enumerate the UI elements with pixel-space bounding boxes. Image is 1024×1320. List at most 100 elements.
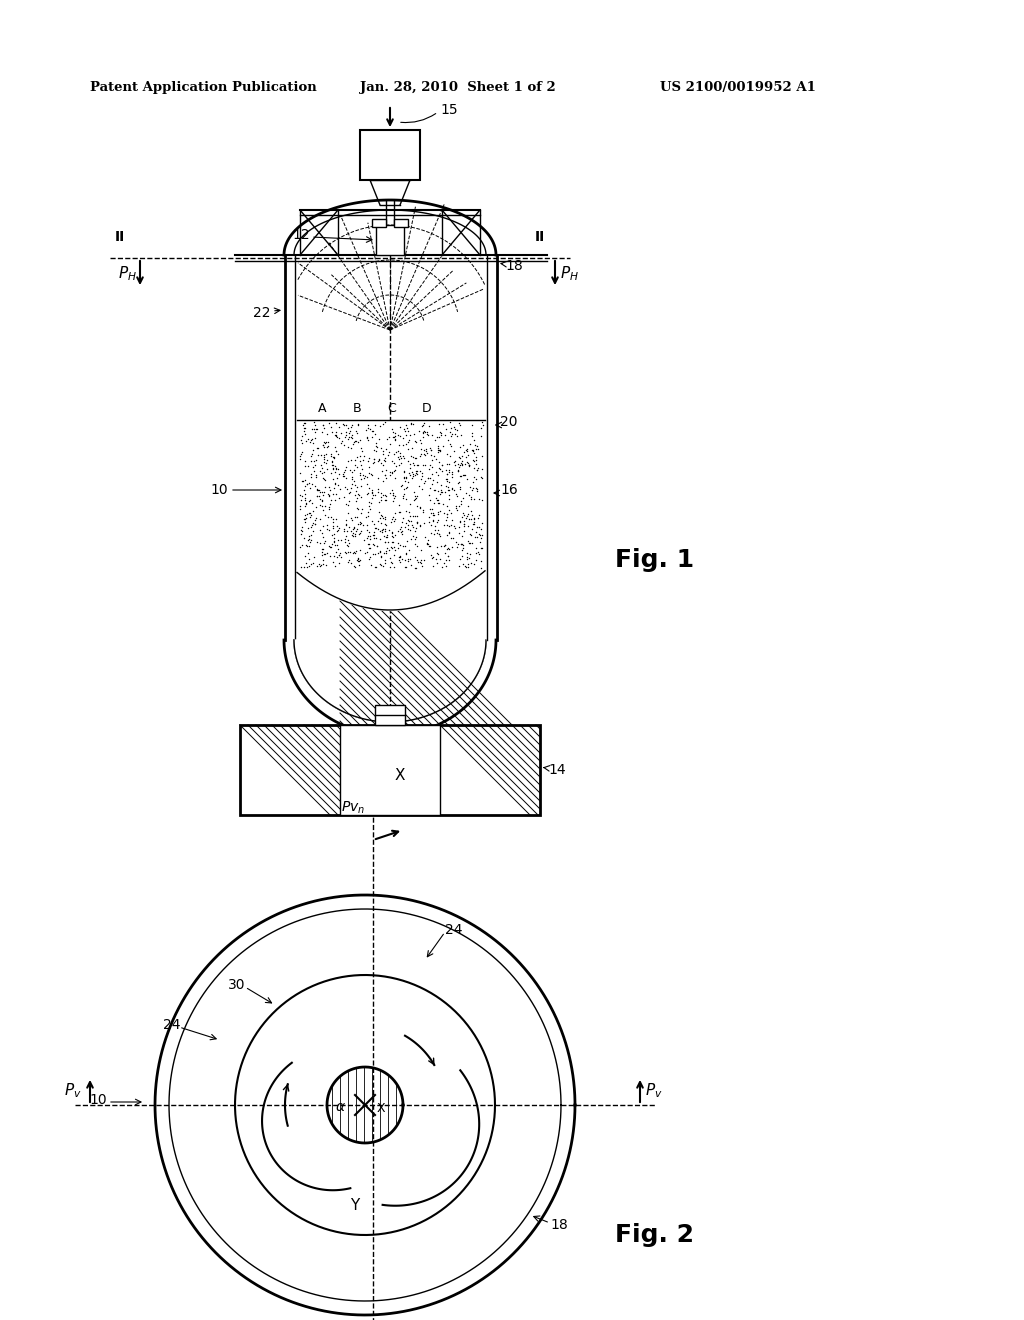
Point: [450, 461, 466, 482]
Point: [360, 478, 377, 499]
Point: [446, 416, 463, 437]
Point: [332, 479, 348, 500]
Point: [464, 479, 480, 500]
Point: [441, 521, 458, 543]
Point: [302, 490, 318, 511]
Point: [416, 444, 432, 465]
Point: [399, 550, 416, 572]
Point: [359, 474, 376, 495]
Point: [323, 488, 339, 510]
Point: [438, 463, 455, 484]
Point: [294, 520, 310, 541]
Point: [296, 480, 312, 502]
Point: [421, 512, 437, 533]
Point: [410, 552, 426, 573]
Point: [424, 498, 440, 519]
Point: [312, 444, 329, 465]
Point: [323, 446, 339, 467]
Point: [439, 495, 456, 516]
Point: [347, 525, 364, 546]
Point: [299, 557, 315, 578]
Point: [465, 450, 481, 471]
Point: [292, 462, 308, 483]
Point: [326, 528, 342, 549]
Point: [414, 414, 430, 436]
Point: [408, 486, 424, 507]
Point: [336, 426, 352, 447]
Point: [358, 426, 375, 447]
Point: [412, 516, 428, 537]
Point: [385, 484, 401, 506]
Point: [461, 508, 477, 529]
Point: [357, 543, 374, 564]
Point: [468, 521, 484, 543]
Point: [435, 536, 452, 557]
Point: [395, 483, 412, 504]
Point: [306, 461, 323, 482]
Point: [466, 450, 482, 471]
Point: [465, 458, 481, 479]
Point: [408, 557, 424, 578]
Point: [433, 454, 450, 475]
Point: [413, 469, 429, 490]
Point: [460, 453, 476, 474]
Point: [365, 484, 381, 506]
Point: [430, 440, 446, 461]
Text: Y: Y: [350, 1197, 359, 1213]
Point: [398, 512, 415, 533]
Point: [377, 520, 393, 541]
Point: [301, 491, 317, 512]
Point: [292, 444, 308, 465]
Point: [376, 525, 392, 546]
Point: [392, 417, 409, 438]
Point: [417, 471, 433, 492]
Point: [370, 467, 386, 488]
Point: [321, 484, 337, 506]
Point: [341, 549, 357, 570]
Point: [429, 552, 445, 573]
Point: [325, 469, 341, 490]
Point: [428, 548, 444, 569]
Point: [412, 461, 428, 482]
Point: [453, 453, 469, 474]
Point: [390, 434, 407, 455]
Point: [458, 557, 474, 578]
Point: [430, 465, 446, 486]
Point: [325, 446, 341, 467]
Point: [396, 470, 413, 491]
Point: [316, 504, 333, 525]
Point: [420, 424, 436, 445]
Point: [346, 516, 362, 537]
Text: 22: 22: [253, 306, 270, 319]
Point: [359, 513, 376, 535]
Point: [297, 511, 313, 532]
Point: [386, 422, 402, 444]
Point: [360, 533, 377, 554]
Text: 10: 10: [89, 1093, 106, 1107]
Point: [379, 428, 395, 449]
Point: [464, 519, 480, 540]
Point: [452, 437, 468, 458]
Text: 15: 15: [440, 103, 458, 117]
Point: [455, 487, 471, 508]
Point: [364, 483, 380, 504]
Point: [364, 510, 380, 531]
Point: [429, 502, 445, 523]
Point: [389, 537, 406, 558]
Point: [349, 457, 366, 478]
Point: [419, 424, 435, 445]
Point: [396, 418, 413, 440]
Point: [360, 549, 377, 570]
Point: [347, 475, 364, 496]
Point: [473, 512, 489, 533]
Point: [314, 462, 331, 483]
Point: [427, 462, 443, 483]
Point: [310, 486, 327, 507]
Point: [473, 519, 489, 540]
Point: [424, 424, 440, 445]
Point: [392, 446, 409, 467]
Point: [386, 426, 402, 447]
Point: [319, 436, 336, 457]
Point: [351, 523, 368, 544]
Point: [334, 466, 350, 487]
